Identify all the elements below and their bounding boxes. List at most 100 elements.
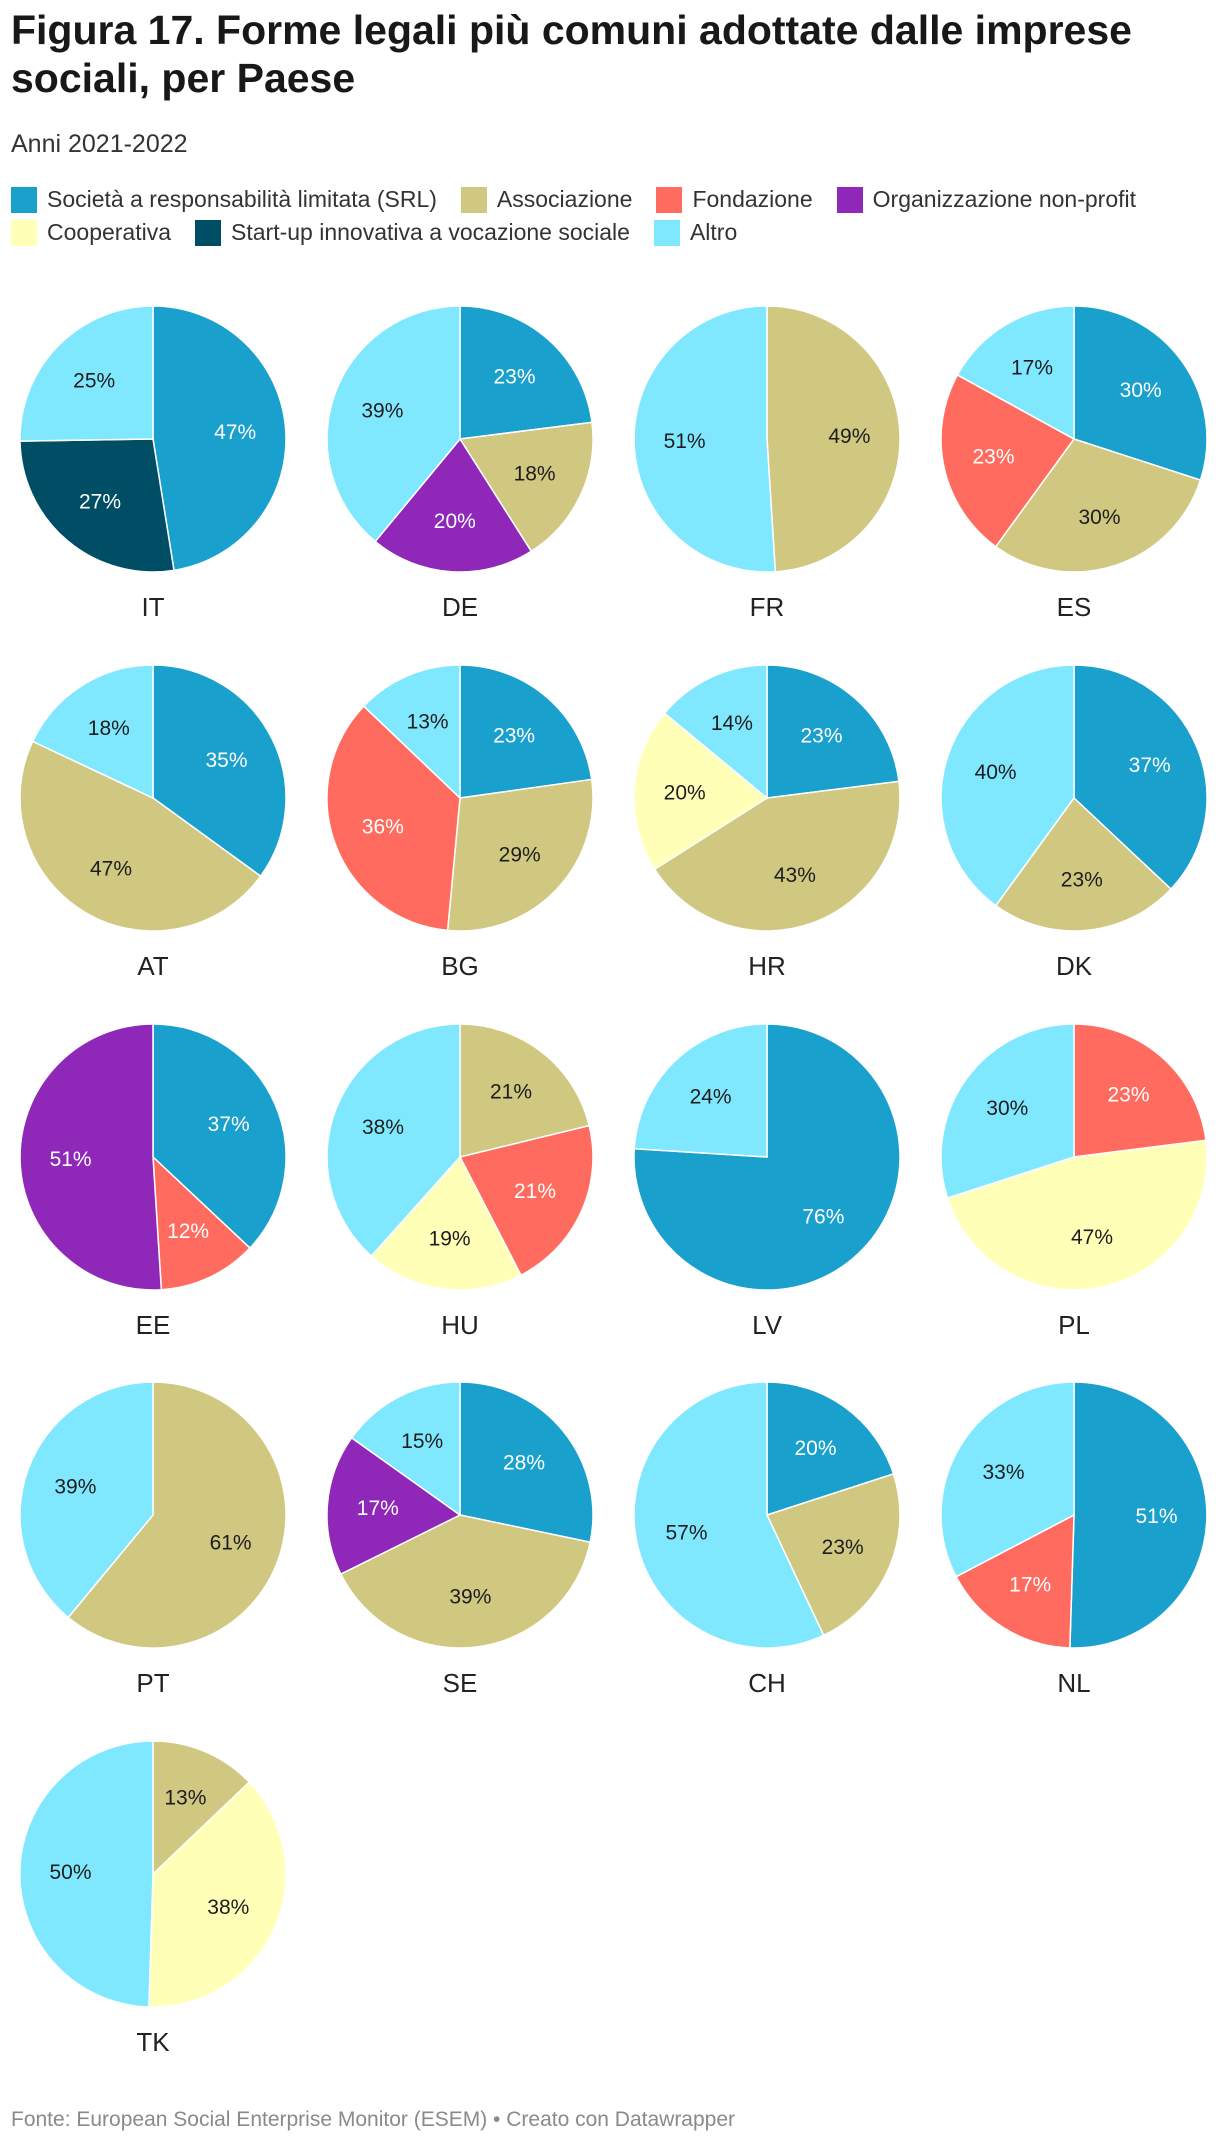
legend-swatch-altro xyxy=(653,219,680,246)
slice-label-se-altro: 15% xyxy=(401,1430,443,1453)
pie-slice-de-assoc xyxy=(458,421,594,553)
slice-label-it-srl: 47% xyxy=(214,421,256,444)
pie-slice-es-assoc xyxy=(994,438,1202,573)
country-label-ee: EE xyxy=(136,1310,171,1340)
slice-label-es-altro: 17% xyxy=(1011,357,1053,380)
country-label-pl: PL xyxy=(1058,1310,1090,1340)
country-label-at: AT xyxy=(137,951,168,981)
legend-item-startup: Start-up innovativa a vocazione sociale xyxy=(195,219,630,246)
country-label-hr: HR xyxy=(748,951,786,981)
slice-label-bg-fond: 36% xyxy=(362,815,404,838)
slice-label-at-altro: 18% xyxy=(88,717,130,740)
pie-slice-bg-fond xyxy=(326,705,461,932)
pie-ch: 20% 23% 57% CH xyxy=(633,1381,901,1698)
slice-label-dk-altro: 40% xyxy=(975,761,1017,784)
pie-slice-dk-altro xyxy=(940,664,1075,907)
pie-slice-de-nonprofit xyxy=(374,437,533,573)
pie-slice-es-fond xyxy=(940,373,1076,548)
legend-item-altro: Altro xyxy=(653,219,737,246)
pie-slice-nl-fond xyxy=(955,1513,1075,1649)
slice-label-se-nonprofit: 17% xyxy=(357,1497,399,1520)
legend-item-associazione: Associazione xyxy=(460,186,633,213)
slice-label-de-nonprofit: 20% xyxy=(434,510,476,533)
pie-hr: 23% 43% 20% 14% HR xyxy=(633,664,901,981)
pie-slice-pt-assoc xyxy=(67,1381,287,1649)
country-label-ch: CH xyxy=(748,1668,786,1698)
country-label-hu: HU xyxy=(441,1310,479,1340)
pie-slice-de-altro xyxy=(326,305,461,543)
slice-label-de-srl: 23% xyxy=(493,366,535,389)
legend-row-2: Cooperativa Start-up innovativa a vocazi… xyxy=(11,216,1211,249)
pie-slice-dk-assoc xyxy=(994,796,1173,932)
pie-slice-bg-altro xyxy=(362,664,461,800)
slice-label-lv-altro: 24% xyxy=(690,1085,732,1108)
slice-label-tk-assoc: 13% xyxy=(164,1787,206,1810)
slice-label-at-assoc: 47% xyxy=(90,858,132,881)
country-label-fr: FR xyxy=(750,592,785,622)
pie-it: 47% 27% 25% IT xyxy=(19,305,287,622)
pie-slice-pl-fond xyxy=(1073,1023,1207,1158)
legend-item-non-profit: Organizzazione non-profit xyxy=(836,186,1136,213)
pie-slice-ch-srl xyxy=(766,1381,895,1517)
pie-slice-fr-assoc xyxy=(766,305,901,573)
legend-swatch-non-profit xyxy=(836,186,863,213)
slice-label-se-srl: 28% xyxy=(503,1452,545,1475)
pie-slice-ee-fond xyxy=(152,1155,252,1291)
legend-swatch-associazione xyxy=(460,186,487,213)
pie-slice-tk-altro xyxy=(19,1740,154,2008)
slice-label-fr-altro: 51% xyxy=(664,430,706,453)
pie-slice-at-srl xyxy=(152,664,287,878)
slice-label-ee-nonprofit: 51% xyxy=(50,1148,92,1171)
pie-bg: 23% 29% 36% 13% BG xyxy=(326,664,594,981)
pie-slice-es-altro xyxy=(956,305,1075,441)
pie-slice-dk-srl xyxy=(1073,664,1208,891)
pie-slice-tk-assoc xyxy=(152,1740,251,1876)
pie-slice-se-srl xyxy=(459,1381,594,1544)
slice-label-it-altro: 25% xyxy=(73,370,115,393)
slice-label-hu-coop: 19% xyxy=(429,1227,471,1250)
pie-fr: 49% 51% FR xyxy=(633,305,901,622)
slice-label-es-assoc: 30% xyxy=(1078,506,1120,529)
slice-label-tk-coop: 38% xyxy=(207,1896,249,1919)
country-label-se: SE xyxy=(443,1668,478,1698)
slice-label-it-startup: 27% xyxy=(79,491,121,514)
country-label-it: IT xyxy=(141,592,164,622)
pie-at: 35% 47% 18% AT xyxy=(19,664,287,981)
slice-label-pl-fond: 23% xyxy=(1107,1084,1149,1107)
slice-label-hr-altro: 14% xyxy=(711,712,753,735)
pie-slice-hr-assoc xyxy=(653,780,901,932)
legend-label-srl: Società a responsabilità limitata (SRL) xyxy=(47,186,437,212)
slice-label-ch-assoc: 23% xyxy=(822,1536,864,1559)
pie-slice-hu-fond xyxy=(458,1124,594,1277)
legend-item-srl: Società a responsabilità limitata (SRL) xyxy=(11,186,437,213)
legend-label-associazione: Associazione xyxy=(496,186,633,212)
pie-slice-hr-altro xyxy=(663,664,768,800)
legend-swatch-cooperativa xyxy=(11,219,37,246)
pie-dk: 37% 23% 40% DK xyxy=(940,664,1208,981)
pie-slice-lv-altro xyxy=(633,1023,768,1158)
slice-label-ch-srl: 20% xyxy=(794,1437,836,1460)
country-label-nl: NL xyxy=(1057,1668,1090,1698)
pie-es: 30% 30% 23% 17% ES xyxy=(940,305,1208,622)
country-label-pt: PT xyxy=(136,1668,169,1698)
pie-slice-nl-altro xyxy=(940,1381,1075,1578)
slice-label-fr-assoc: 49% xyxy=(828,425,870,448)
slice-label-es-fond: 23% xyxy=(972,446,1014,469)
pie-pl: 23% 47% 30% PL xyxy=(940,1023,1208,1340)
pie-pt: 61% 39% PT xyxy=(19,1381,287,1698)
pie-slice-it-altro xyxy=(19,305,154,442)
pie-slice-nl-srl xyxy=(1069,1381,1208,1649)
pie-slice-it-srl xyxy=(152,305,287,572)
pie-de: 23% 18% 20% 39% DE xyxy=(326,305,594,622)
pie-slice-de-srl xyxy=(459,305,593,440)
country-label-de: DE xyxy=(442,592,478,622)
slice-label-lv-srl: 76% xyxy=(802,1206,844,1229)
slice-label-hr-assoc: 43% xyxy=(774,864,816,887)
pie-slice-at-assoc xyxy=(19,740,262,932)
pie-slice-fr-altro xyxy=(633,305,777,573)
chart-title: Figura 17. Forme legali più comuni adott… xyxy=(11,7,1132,101)
pie-slice-hr-srl xyxy=(766,664,900,799)
slice-label-pt-assoc: 61% xyxy=(210,1531,252,1554)
pie-lv: 76% 24% LV xyxy=(633,1023,901,1340)
slice-label-hu-altro: 38% xyxy=(362,1116,404,1139)
